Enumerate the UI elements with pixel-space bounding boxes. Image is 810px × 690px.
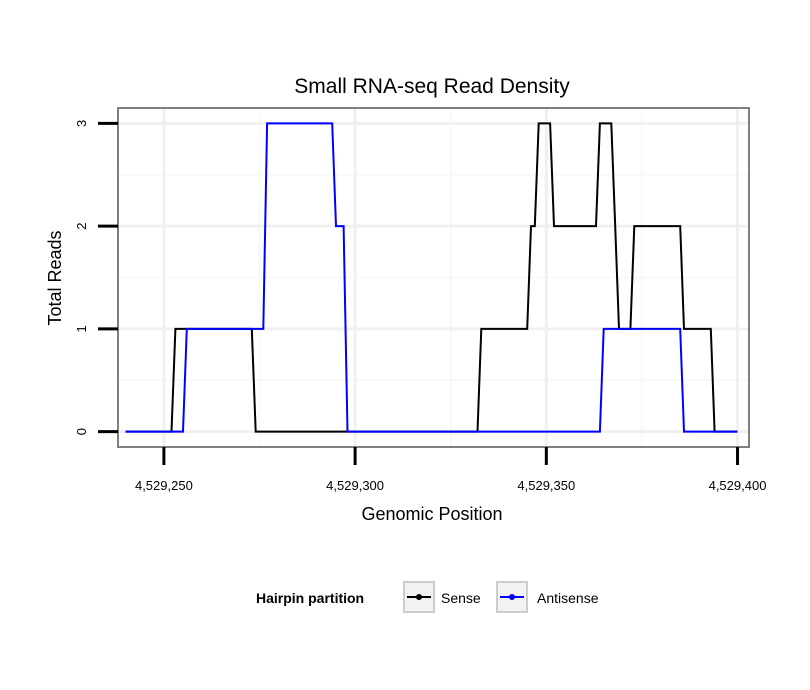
x-tick-label: 4,529,400 bbox=[709, 478, 767, 493]
legend-label-sense: Sense bbox=[441, 590, 481, 606]
chart-title: Small RNA-seq Read Density bbox=[294, 75, 570, 98]
axes: 4,529,250 4,529,300 4,529,350 4,529,400 0 1 2 3 bbox=[74, 120, 766, 493]
x-tick-label: 4,529,300 bbox=[326, 478, 384, 493]
y-tick-label: 3 bbox=[74, 120, 89, 127]
x-axis-title: Genomic Position bbox=[361, 504, 502, 524]
y-tick-label: 0 bbox=[74, 428, 89, 435]
grid-lines bbox=[119, 109, 748, 446]
series-lines bbox=[125, 122, 738, 433]
x-tick-label: 4,529,250 bbox=[135, 478, 193, 493]
legend-key-antisense-point bbox=[509, 594, 515, 600]
y-tick-label: 2 bbox=[74, 223, 89, 230]
x-tick-label: 4,529,350 bbox=[517, 478, 575, 493]
y-axis-title: Total Reads bbox=[45, 230, 65, 325]
legend-title: Hairpin partition bbox=[256, 590, 364, 606]
legend: Hairpin partition Sense Antisense bbox=[256, 581, 599, 613]
series-line-sense bbox=[125, 122, 738, 433]
y-tick-label: 1 bbox=[74, 325, 89, 332]
legend-label-antisense: Antisense bbox=[537, 590, 599, 606]
legend-key-sense-point bbox=[416, 594, 422, 600]
series-line-antisense bbox=[125, 122, 738, 433]
